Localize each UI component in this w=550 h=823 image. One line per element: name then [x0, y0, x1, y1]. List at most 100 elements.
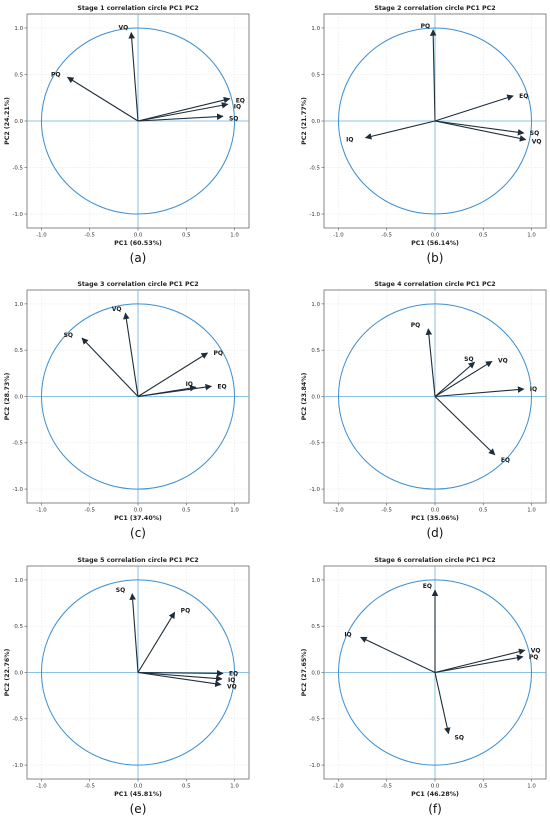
panel-caption: (d)	[427, 526, 444, 540]
y-tick-label: 1.0	[14, 26, 23, 32]
panel-caption: (a)	[130, 251, 147, 265]
y-tick-label: -1.0	[309, 212, 320, 218]
vector-label-vq: VQ	[531, 647, 541, 654]
chart-panel-3: -1.0 -0.5 0.0 0.5 1.0 -1.0 -0.5 0.0 0.5 1.0 Stage …	[4, 281, 250, 540]
vector-label-pq: PQ	[411, 322, 421, 329]
y-tick-label: 0.0	[14, 670, 23, 676]
y-tick-label: -0.5	[309, 165, 320, 171]
chart-title: Stage 4 correlation circle PC1 PC2	[374, 281, 495, 288]
y-tick-label: -1.0	[309, 487, 320, 493]
x-tick-label: 1.0	[230, 233, 239, 239]
x-tick-label: -0.5	[381, 508, 392, 514]
unit-circle	[337, 27, 533, 215]
loading-arrow-iq	[360, 636, 436, 673]
loading-arrow-iq	[137, 671, 223, 682]
y-axis-label: PC2 (24.21%)	[4, 97, 11, 145]
chart-title: Stage 1 correlation circle PC1 PC2	[77, 5, 198, 12]
x-tick-label: -1.0	[36, 784, 47, 790]
x-axis-label: PC1 (56.14%)	[411, 240, 459, 247]
y-axis-label: PC2 (27.65%)	[301, 648, 308, 696]
y-axis-label: PC2 (23.84%)	[301, 372, 308, 420]
vector-label-pq: PQ	[213, 350, 223, 357]
vector-label-eq: EQ	[236, 98, 245, 105]
y-tick-label: 1.0	[311, 26, 320, 32]
x-tick-label: 0.5	[182, 508, 191, 514]
x-tick-label: 0.0	[134, 508, 143, 514]
loading-arrow-vq	[434, 120, 527, 142]
y-tick-label: -0.5	[12, 165, 23, 171]
y-tick-label: -1.0	[12, 487, 23, 493]
x-tick-label: -1.0	[333, 508, 344, 514]
x-tick-label: 0.0	[134, 233, 143, 239]
x-axis-label: PC1 (60.53%)	[114, 240, 162, 247]
x-axis-label: PC1 (35.06%)	[411, 515, 459, 522]
chart-panel-4: -1.0 -0.5 0.0 0.5 1.0 -1.0 -0.5 0.0 0.5 1.0 Stage …	[301, 281, 547, 540]
vector-label-sq: SQ	[64, 332, 73, 339]
x-tick-label: -0.5	[84, 508, 95, 514]
x-tick-label: 0.0	[431, 508, 440, 514]
y-tick-label: 0.0	[14, 394, 23, 400]
y-tick-label: 0.0	[14, 119, 23, 125]
vector-label-sq: SQ	[530, 130, 539, 137]
loading-arrow-sq	[434, 120, 525, 136]
x-tick-label: 0.5	[182, 784, 191, 790]
unit-circle	[40, 579, 236, 766]
x-tick-label: -0.5	[84, 233, 95, 239]
x-tick-label: 0.0	[431, 233, 440, 239]
x-tick-label: -1.0	[36, 508, 47, 514]
y-tick-label: 1.0	[14, 302, 23, 308]
x-tick-label: 0.5	[479, 508, 488, 514]
chart-title: Stage 3 correlation circle PC1 PC2	[77, 281, 198, 288]
loading-arrow-pq	[137, 611, 176, 673]
vector-label-vq: VQ	[118, 25, 128, 32]
vector-label-vq: VQ	[498, 357, 508, 364]
y-tick-label: -1.0	[12, 763, 23, 769]
x-tick-label: -1.0	[36, 233, 47, 239]
vector-label-pq: PQ	[529, 654, 539, 661]
x-axis-label: PC1 (46.28%)	[411, 791, 459, 798]
x-tick-label: -0.5	[84, 784, 95, 790]
y-tick-label: 0.5	[311, 72, 320, 78]
loading-arrow-sq	[137, 113, 224, 122]
x-tick-label: 1.0	[527, 508, 536, 514]
unit-circle	[40, 303, 236, 490]
loading-arrow-vq	[128, 31, 139, 122]
y-tick-label: 0.5	[14, 624, 23, 630]
loading-arrow-vq	[434, 360, 493, 397]
y-tick-label: -0.5	[12, 441, 23, 447]
x-tick-label: 1.0	[527, 784, 536, 790]
x-tick-label: 0.5	[479, 784, 488, 790]
chart-title: Stage 5 correlation circle PC1 PC2	[77, 557, 198, 564]
panel-caption: (c)	[130, 526, 146, 540]
vector-label-sq: SQ	[116, 587, 125, 594]
x-tick-label: -1.0	[333, 233, 344, 239]
loading-arrow-pq	[137, 352, 209, 397]
loading-arrow-sq	[129, 593, 139, 673]
vector-label-sq: SQ	[464, 356, 473, 363]
loading-arrow-vq	[137, 671, 222, 687]
loading-arrow-eq	[434, 94, 514, 122]
x-tick-label: 1.0	[230, 508, 239, 514]
x-tick-label: -0.5	[381, 233, 392, 239]
x-tick-label: 0.5	[479, 233, 488, 239]
y-tick-label: 1.0	[311, 302, 320, 308]
unit-circle	[40, 27, 236, 215]
y-tick-label: 1.0	[14, 578, 23, 584]
x-tick-label: 1.0	[230, 784, 239, 790]
y-tick-label: -0.5	[12, 717, 23, 723]
vector-label-pq: PQ	[421, 23, 431, 30]
y-tick-label: -1.0	[309, 763, 320, 769]
vector-label-sq: SQ	[455, 735, 464, 742]
chart-panel-5: -1.0 -0.5 0.0 0.5 1.0 -1.0 -0.5 0.0 0.5 1.0 Stage …	[4, 557, 250, 816]
vector-label-eq: EQ	[501, 457, 510, 464]
loading-arrow-eq	[137, 670, 224, 677]
vector-label-iq: IQ	[186, 381, 193, 388]
y-tick-label: 0.5	[311, 624, 320, 630]
y-tick-label: 0.5	[14, 348, 23, 354]
y-tick-label: -1.0	[12, 212, 23, 218]
x-tick-label: 0.5	[182, 233, 191, 239]
x-tick-label: -0.5	[381, 784, 392, 790]
vector-label-iq: IQ	[530, 386, 537, 393]
vector-label-vq: VQ	[112, 306, 122, 313]
